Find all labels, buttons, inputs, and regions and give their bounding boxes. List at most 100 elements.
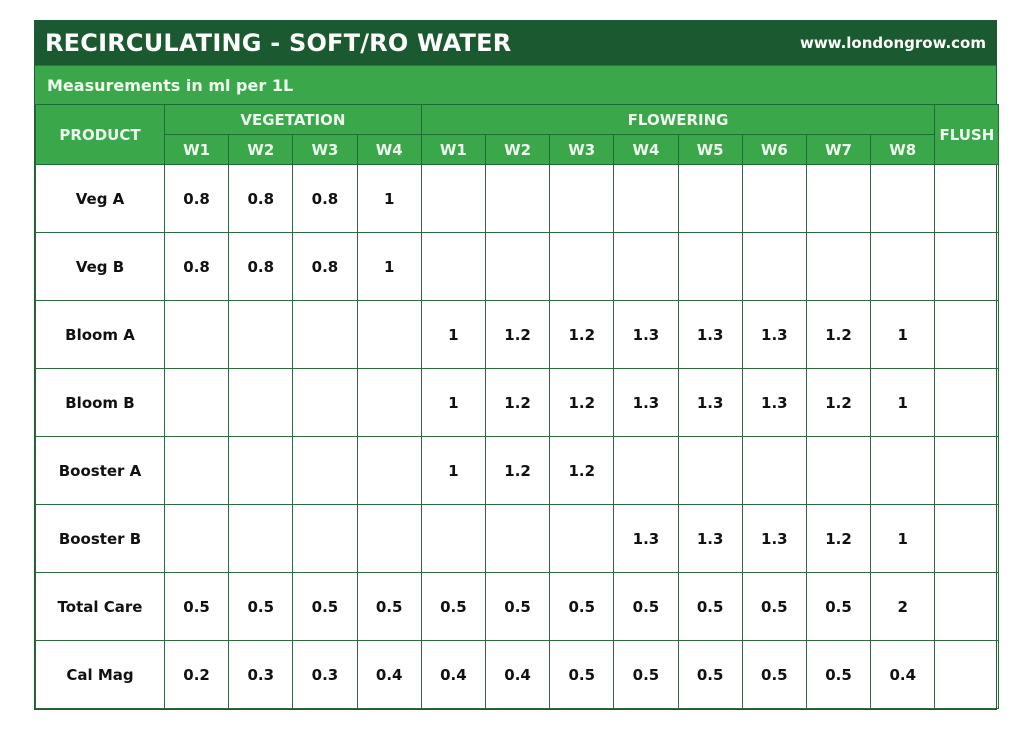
flower-dose-cell: 1.2 xyxy=(484,436,551,505)
flower-dose-cell xyxy=(420,164,486,233)
flowering-header: FLOWERING xyxy=(420,104,936,135)
veg-dose-cell xyxy=(356,368,422,437)
flower-dose-cell: 1 xyxy=(870,300,936,369)
veg-dose-cell xyxy=(228,504,294,573)
flower-week-header: W4 xyxy=(613,134,679,165)
flower-dose-cell: 0.5 xyxy=(613,572,679,641)
veg-dose-cell xyxy=(228,368,294,437)
flower-dose-cell: 0.5 xyxy=(677,640,743,709)
flower-dose-cell: 0.5 xyxy=(549,640,615,709)
veg-week-header: W4 xyxy=(356,134,422,165)
flower-dose-cell: 1.2 xyxy=(549,368,615,437)
veg-dose-cell: 0.8 xyxy=(228,164,294,233)
flower-dose-cell xyxy=(741,436,807,505)
flush-cell xyxy=(934,572,1000,641)
product-name: Total Care xyxy=(35,572,165,641)
flower-dose-cell: 0.5 xyxy=(805,572,872,641)
product-name: Veg B xyxy=(35,232,165,301)
veg-dose-cell xyxy=(292,300,358,369)
flush-cell xyxy=(934,164,1000,233)
product-name: Bloom A xyxy=(35,300,165,369)
veg-dose-cell: 1 xyxy=(356,232,422,301)
flower-dose-cell xyxy=(870,164,936,233)
flower-dose-cell: 1.3 xyxy=(741,368,807,437)
veg-dose-cell xyxy=(356,436,422,505)
flush-cell xyxy=(934,436,1000,505)
flower-dose-cell: 1.2 xyxy=(805,504,872,573)
flower-dose-cell xyxy=(805,164,872,233)
table-row: Booster B 1.3 1.3 1.3 1.2 1 xyxy=(35,504,1000,573)
flower-week-header: W7 xyxy=(805,134,872,165)
veg-dose-cell: 0.8 xyxy=(292,164,358,233)
subtitle-bar: Measurements in ml per 1L xyxy=(35,65,996,104)
units-note: Measurements in ml per 1L xyxy=(47,75,294,95)
flower-dose-cell: 1 xyxy=(870,504,936,573)
product-name: Booster B xyxy=(35,504,165,573)
flower-dose-cell: 1.3 xyxy=(677,300,743,369)
flower-dose-cell: 1.3 xyxy=(613,368,679,437)
flower-dose-cell xyxy=(741,164,807,233)
chart-title: RECIRCULATING - SOFT/RO WATER xyxy=(45,29,512,57)
flush-cell xyxy=(934,504,1000,573)
flower-dose-cell: 1.2 xyxy=(484,368,551,437)
veg-dose-cell: 0.3 xyxy=(292,640,358,709)
flower-dose-cell: 1.3 xyxy=(613,504,679,573)
flower-dose-cell xyxy=(677,436,743,505)
veg-dose-cell xyxy=(163,368,230,437)
table-row: Veg B 0.8 0.8 0.8 1 xyxy=(35,232,1000,301)
flower-dose-cell: 1.3 xyxy=(677,368,743,437)
product-name: Veg A xyxy=(35,164,165,233)
veg-dose-cell xyxy=(356,504,422,573)
flower-dose-cell: 1 xyxy=(420,436,486,505)
dosage-table: PRODUCT VEGETATION FLOWERING FLUSH W1 W2 W3 W4 W… xyxy=(35,104,1000,709)
flower-dose-cell: 1.3 xyxy=(741,300,807,369)
flower-dose-cell xyxy=(420,232,486,301)
flower-dose-cell: 1.2 xyxy=(549,300,615,369)
table-row: Booster A 1 1.2 1.2 xyxy=(35,436,1000,505)
flower-dose-cell: 0.4 xyxy=(420,640,486,709)
veg-week-header: W2 xyxy=(228,134,294,165)
flower-dose-cell: 0.5 xyxy=(420,572,486,641)
product-name: Bloom B xyxy=(35,368,165,437)
flower-dose-cell: 1.3 xyxy=(613,300,679,369)
flush-cell xyxy=(934,300,1000,369)
veg-dose-cell: 0.4 xyxy=(356,640,422,709)
flower-dose-cell xyxy=(805,436,872,505)
veg-dose-cell xyxy=(292,436,358,505)
flower-dose-cell xyxy=(741,232,807,301)
veg-dose-cell xyxy=(163,504,230,573)
table-row: Cal Mag 0.2 0.3 0.3 0.4 0.4 0.4 0.5 0.5 0.5 0.5 0.5… xyxy=(35,640,1000,709)
header-row-phases: PRODUCT VEGETATION FLOWERING FLUSH xyxy=(35,104,1000,165)
veg-dose-cell: 0.5 xyxy=(356,572,422,641)
flush-cell xyxy=(934,640,1000,709)
flower-dose-cell xyxy=(549,164,615,233)
veg-dose-cell xyxy=(292,504,358,573)
veg-dose-cell: 0.8 xyxy=(292,232,358,301)
flower-dose-cell: 1 xyxy=(420,300,486,369)
veg-dose-cell: 0.8 xyxy=(163,232,230,301)
veg-dose-cell xyxy=(228,436,294,505)
flower-dose-cell: 0.5 xyxy=(677,572,743,641)
table-row: Total Care 0.5 0.5 0.5 0.5 0.5 0.5 0.5 0.5 0.5 0.5… xyxy=(35,572,1000,641)
flower-week-header: W5 xyxy=(677,134,743,165)
flower-dose-cell xyxy=(420,504,486,573)
veg-dose-cell: 0.3 xyxy=(228,640,294,709)
flush-cell xyxy=(934,368,1000,437)
flower-dose-cell: 1 xyxy=(420,368,486,437)
flower-dose-cell: 0.5 xyxy=(613,640,679,709)
flower-dose-cell xyxy=(484,164,551,233)
flower-dose-cell: 0.4 xyxy=(484,640,551,709)
flower-dose-cell: 0.4 xyxy=(870,640,936,709)
feeding-chart: RECIRCULATING - SOFT/RO WATER www.london… xyxy=(34,20,1000,710)
veg-week-header: W3 xyxy=(292,134,358,165)
flower-dose-cell: 1 xyxy=(870,368,936,437)
flush-cell xyxy=(934,232,1000,301)
flower-dose-cell: 1.2 xyxy=(484,300,551,369)
flower-dose-cell xyxy=(613,164,679,233)
flower-dose-cell xyxy=(677,232,743,301)
website-label: www.londongrow.com xyxy=(799,34,986,52)
veg-dose-cell xyxy=(228,300,294,369)
flower-dose-cell: 2 xyxy=(870,572,936,641)
flower-dose-cell xyxy=(484,232,551,301)
product-name: Booster A xyxy=(35,436,165,505)
